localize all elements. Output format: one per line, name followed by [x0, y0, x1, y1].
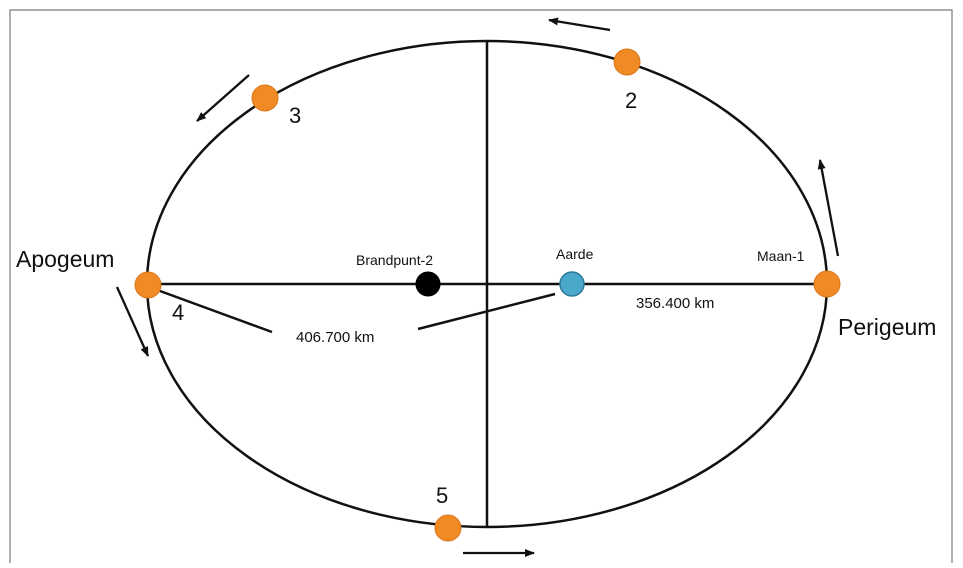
apogee-distance-line-right [417, 292, 556, 331]
perigee-distance-label: 356.400 km [636, 295, 714, 312]
focus-2-label: Brandpunt-2 [356, 252, 433, 268]
motion-arrow-right [817, 159, 840, 257]
motion-arrow-top [548, 17, 611, 32]
moon-position-5 [434, 514, 462, 542]
position-4-label: 4 [172, 300, 184, 325]
moon-position-3 [251, 84, 279, 112]
earth-dot [559, 271, 585, 297]
frame-border [9, 9, 953, 563]
moon-1-label: Maan-1 [757, 248, 805, 264]
moon-position-4 [134, 271, 162, 299]
position-2-label: 2 [625, 88, 637, 113]
moon-position-1 [813, 270, 841, 298]
motion-arrow-upper-left [196, 74, 250, 122]
apogee-distance-label: 406.700 km [296, 329, 374, 346]
apogee-distance-line-left [159, 289, 273, 334]
apogee-label: Apogeum [16, 246, 114, 272]
position-5-label: 5 [436, 483, 448, 508]
moon-position-2 [613, 48, 641, 76]
focus-2-dot [415, 271, 441, 297]
perigee-label: Perigeum [838, 314, 936, 340]
earth-label: Aarde [556, 246, 594, 262]
position-3-label: 3 [289, 103, 301, 128]
motion-arrow-left [115, 286, 150, 357]
